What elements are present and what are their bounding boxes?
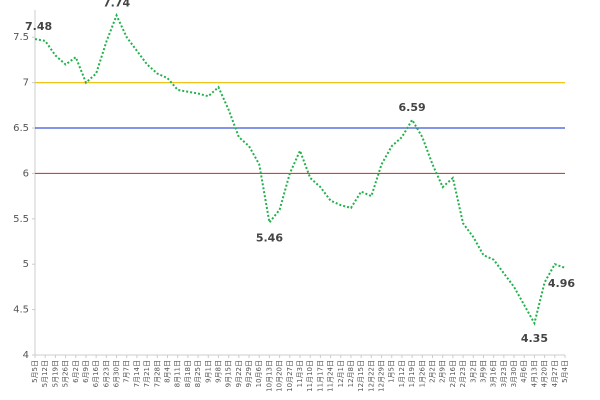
- x-tick-label: 11月17日: [316, 360, 324, 392]
- x-tick-label: 9月29日: [245, 360, 253, 387]
- y-tick-label: 6.5: [13, 123, 29, 134]
- annotation: 6.59: [399, 101, 426, 114]
- x-tick-label: 2月9日: [439, 360, 447, 383]
- x-tick-label: 8月25日: [194, 360, 202, 387]
- x-tick-label: 3月23日: [500, 360, 508, 387]
- x-tick-label: 9月22日: [235, 360, 243, 387]
- data-line: [34, 12, 566, 326]
- annotation: 4.96: [548, 277, 575, 290]
- x-tick-label: 6月9日: [82, 360, 90, 383]
- x-tick-label: 12月8日: [347, 360, 355, 387]
- annotation: 4.35: [521, 332, 548, 345]
- x-tick-label: 6月16日: [92, 360, 100, 387]
- x-tick-label: 8月18日: [184, 360, 192, 387]
- x-tick-label: 5月4日: [561, 360, 569, 383]
- y-tick-label: 7.5: [13, 32, 29, 43]
- annotation: 7.74: [103, 0, 130, 9]
- x-tick-label: 6月2日: [72, 360, 80, 383]
- x-tick-label: 2月23日: [459, 360, 467, 387]
- y-tick-label: 4: [23, 350, 29, 361]
- x-tick-label: 1月26日: [418, 360, 426, 387]
- x-tick-label: 10月20日: [276, 360, 284, 392]
- y-tick-label: 4.5: [13, 305, 29, 316]
- x-tick-label: 6月23日: [102, 360, 110, 387]
- x-tick-label: 9月8日: [214, 360, 222, 383]
- x-tick-label: 12月15日: [357, 360, 365, 392]
- x-tick-label: 11月10日: [306, 360, 314, 392]
- x-tick-label: 4月20日: [541, 360, 549, 387]
- x-tick-label: 10月13日: [265, 360, 273, 392]
- y-tick-label: 7: [23, 78, 29, 89]
- x-tick-label: 7月14日: [133, 360, 141, 387]
- y-tick-label: 5.5: [13, 214, 29, 225]
- x-tick-label: 4月13日: [530, 360, 538, 387]
- x-tick-label: 1月5日: [388, 360, 396, 383]
- x-tick-label: 3月30日: [510, 360, 518, 387]
- annotation: 5.46: [256, 231, 283, 244]
- x-tick-label: 12月22日: [367, 360, 375, 392]
- x-tick-label: 10月27日: [286, 360, 294, 392]
- x-tick-label: 10月6日: [255, 360, 263, 387]
- x-tick-label: 7月21日: [143, 360, 151, 387]
- x-tick-label: 12月29日: [378, 360, 386, 392]
- x-tick-label: 5月19日: [51, 360, 59, 387]
- x-tick-label: 4月6日: [520, 360, 528, 383]
- x-tick-label: 9月15日: [225, 360, 233, 387]
- y-tick-label: 6: [23, 168, 29, 179]
- x-tick-label: 8月4日: [164, 360, 172, 383]
- x-tick-label: 2月2日: [429, 360, 437, 383]
- x-tick-label: 5月26日: [62, 360, 70, 387]
- x-tick-label: 6月30日: [113, 360, 121, 387]
- x-tick-label: 3月16日: [490, 360, 498, 387]
- x-tick-label: 11月24日: [327, 360, 335, 392]
- x-tick-label: 5月12日: [41, 360, 49, 387]
- x-tick-label: 11月3日: [296, 360, 304, 387]
- y-tick-label: 5: [23, 259, 29, 270]
- x-tick-label: 7月28日: [153, 360, 161, 387]
- x-tick-label: 1月19日: [408, 360, 416, 387]
- x-tick-label: 2月16日: [449, 360, 457, 387]
- x-tick-label: 9月1日: [204, 360, 212, 383]
- x-tick-label: 8月11日: [174, 360, 182, 387]
- x-tick-label: 4月27日: [551, 360, 559, 387]
- annotation: 7.48: [25, 20, 52, 33]
- x-tick-label: 1月12日: [398, 360, 406, 387]
- x-tick-label: 3月2日: [469, 360, 477, 383]
- x-tick-label: 12月1日: [337, 360, 345, 387]
- x-tick-label: 7月7日: [123, 360, 131, 383]
- x-tick-label: 5月5日: [31, 360, 39, 383]
- x-tick-label: 3月9日: [479, 360, 487, 383]
